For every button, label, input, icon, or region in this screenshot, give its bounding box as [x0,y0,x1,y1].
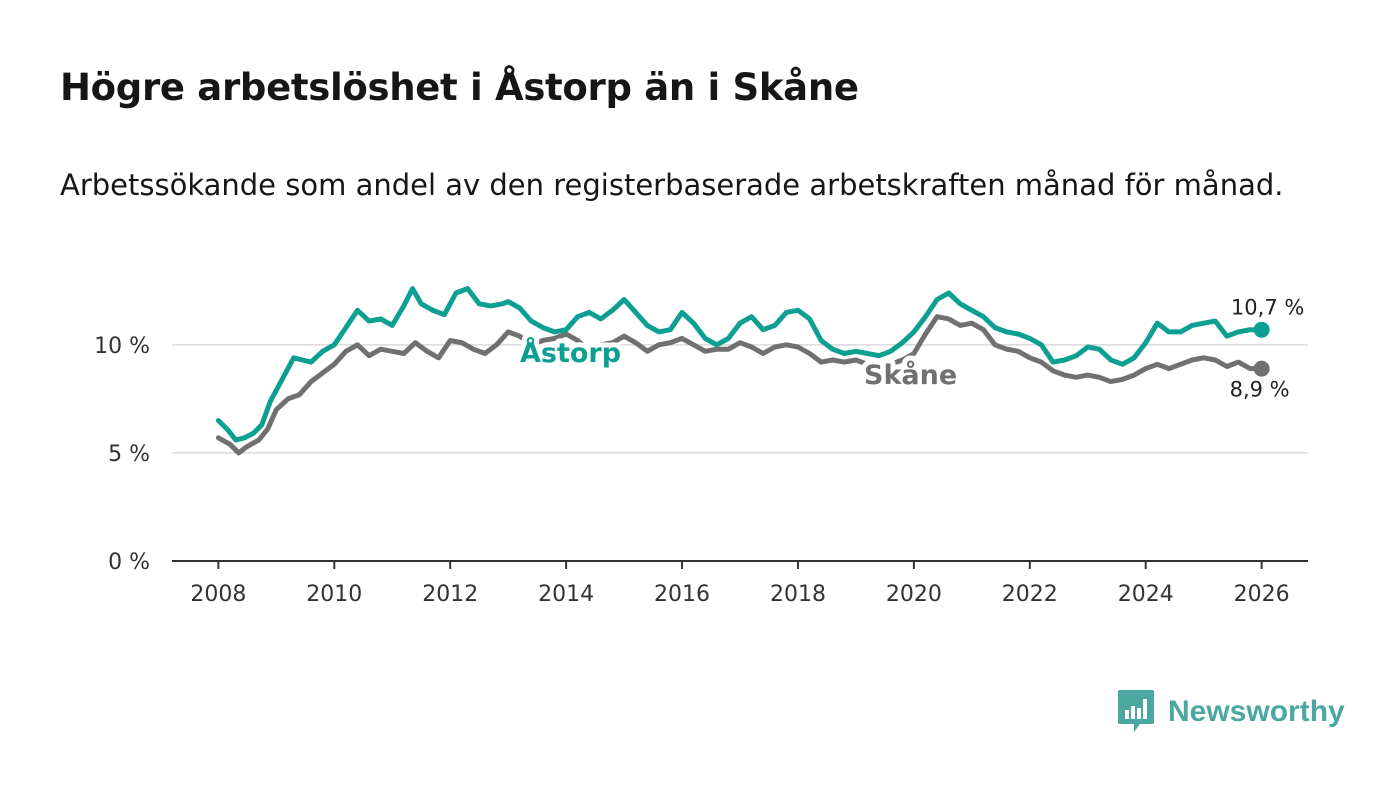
x-tick-label: 2020 [886,582,942,607]
end-value-label-astorp: 10,7 % [1231,296,1304,320]
x-tick-label: 2026 [1234,582,1290,607]
y-tick-label: 0 % [108,550,150,575]
series-lines [215,286,1270,456]
series-line-astorp [215,286,1265,443]
series-labels: Åstorp Skåne 10,7 % 8,9 % [515,293,1307,405]
bar-chart-speech-bubble-icon [1118,690,1154,732]
y-tick-label: 10 % [94,334,150,359]
newsworthy-logo: Newsworthy [1118,690,1345,734]
x-tick-label: 2022 [1002,582,1058,607]
series-line-skane [215,314,1265,456]
chart-title: Högre arbetslöshet i Åstorp än i Skåne [60,66,859,109]
x-tick-label: 2018 [770,582,826,607]
x-tick-label: 2008 [190,582,246,607]
chart-subtitle: Arbetssökande som andel av den registerb… [60,168,1284,202]
series-end-marker-skane [1253,360,1270,377]
x-tick-label: 2012 [422,582,478,607]
series-label-astorp: Åstorp [520,337,621,369]
series-label-skane: Skåne [864,359,957,391]
series-end-marker-astorp [1253,321,1270,338]
x-tick-label: 2016 [654,582,710,607]
x-tick-label: 2010 [306,582,362,607]
x-axis-ticks: 2008 2010 2012 2014 2016 2018 2020 2022 2024 2026 [190,561,1290,607]
brand-name: Newsworthy [1168,695,1345,728]
y-tick-label: 5 % [108,442,150,467]
x-tick-label: 2014 [538,582,594,607]
gridlines [172,344,1308,454]
y-axis-tick-labels: 0 % 5 % 10 % [94,334,150,575]
end-value-label-skane: 8,9 % [1230,378,1290,402]
x-tick-label: 2024 [1118,582,1174,607]
